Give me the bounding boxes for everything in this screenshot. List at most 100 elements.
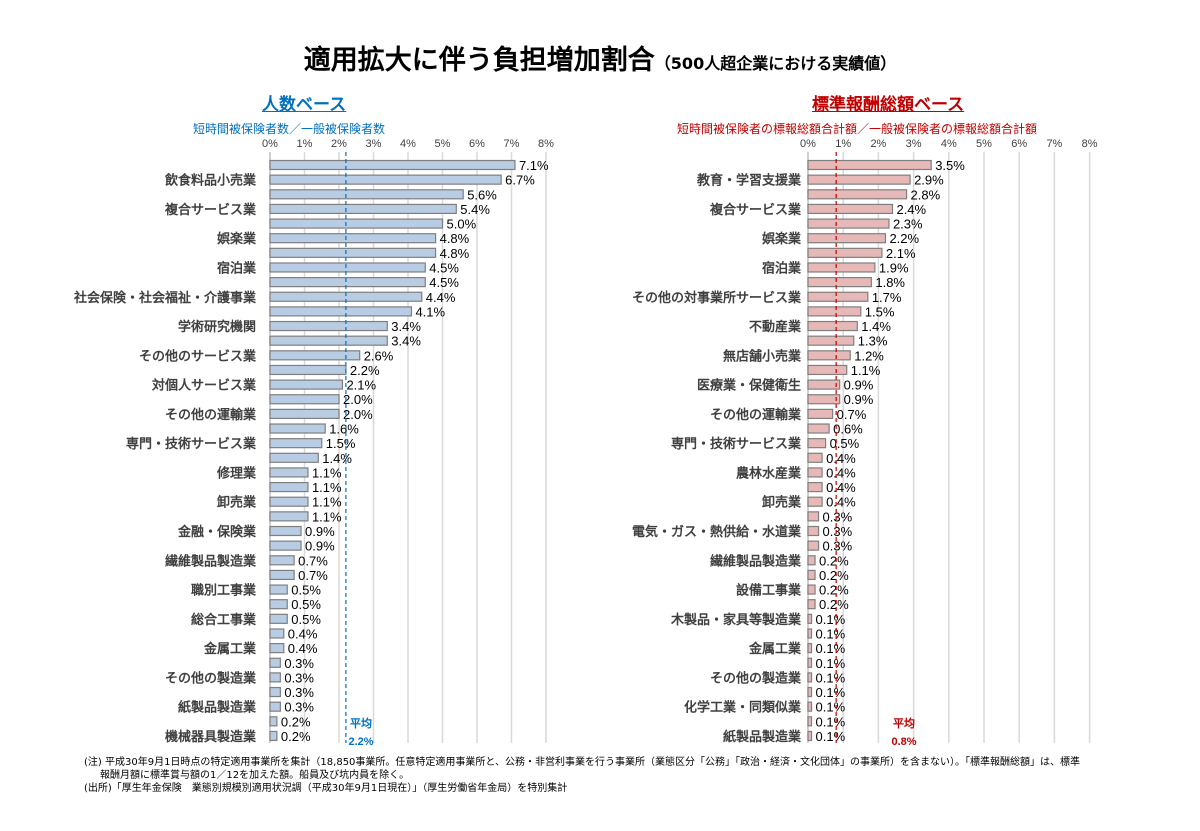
left-category-label: 学術研究機関 [178,319,256,335]
right-data-label: 2.3% [893,217,923,232]
left-data-label: 1.5% [326,436,356,451]
left-bar [269,203,457,215]
chart-title: 適用拡大に伴う負担増加割合（500人超企業における実績値） [303,45,897,76]
right-category-label: 医療業・保健衛生 [697,378,801,394]
left-average-label: 平均 [350,716,372,730]
right-average-value: 0.8% [891,736,916,748]
right-data-label: 0.1% [816,685,846,700]
left-data-label: 1.1% [312,509,342,524]
left-bar [269,159,516,171]
left-bar [269,613,288,624]
right-category-label: 娯楽業 [762,231,802,247]
left-category-label: その他のサービス業 [139,348,257,364]
right-bar [807,174,911,185]
left-category-label: 対個人サービス業 [151,378,257,394]
right-bar [807,452,823,463]
right-tick-label: 3% [906,138,922,150]
left-chart-heading: 人数ベース [262,95,347,115]
right-bar [807,262,876,273]
left-bar [269,189,464,200]
right-category-label: 不動産業 [749,319,802,335]
right-category-label: 無店舗小売業 [723,348,802,364]
right-data-label: 1.5% [865,304,895,319]
left-data-label: 5.0% [447,217,477,232]
right-bar [807,657,813,668]
left-bar [269,481,309,493]
left-bar [269,540,302,551]
left-bar [269,467,309,478]
left-bar [269,584,288,595]
right-data-label: 0.1% [816,714,846,729]
footnote-1: (注) 平成30年9月1日時点の特定適用事業所を集計（18,850事業所。任意特… [84,757,1081,768]
right-data-label: 1.1% [851,363,881,378]
left-category-label: 職別工事業 [191,583,257,599]
left-bar [269,686,281,698]
right-data-label: 0.2% [819,553,849,568]
left-category-label: 繊維製品製造業 [165,553,257,569]
footnotes: (注) 平成30年9月1日時点の特定適用事業所を集計（18,850事業所。任意特… [84,756,1080,795]
right-data-label: 0.4% [826,465,856,480]
right-bar [807,599,816,610]
right-bar [807,496,823,507]
left-data-label: 4.5% [429,275,459,290]
left-bar [269,511,309,522]
left-category-label: 金属工業 [203,641,257,657]
left-data-label: 0.5% [291,583,321,598]
left-data-label: 3.4% [391,334,421,349]
left-data-label: 0.3% [284,670,314,685]
left-category-label: その他の製造業 [165,670,257,686]
right-tick-label: 8% [1082,138,1098,150]
right-data-label: 0.1% [816,656,846,671]
left-data-label: 6.7% [505,173,535,188]
right-bar [807,423,830,434]
left-data-label: 0.5% [291,612,321,627]
right-bar [807,540,820,551]
right-category-label: 農林水産業 [736,465,802,481]
right-bar [807,525,820,537]
right-category-label: 化学工業・同類似業 [684,700,802,716]
right-bar [807,467,823,478]
right-data-label: 0.4% [826,480,856,495]
right-data-label: 0.4% [826,451,856,466]
left-tick-label: 8% [538,138,554,150]
left-bar [269,496,309,507]
right-category-label: 紙製品製造業 [723,729,802,745]
left-bar [269,233,437,244]
left-average-value: 2.2% [348,736,373,748]
left-tick-label: 6% [469,138,485,150]
right-average-label: 平均 [893,716,915,730]
left-data-label: 1.1% [312,480,342,495]
right-bar [807,481,823,493]
right-bar [807,716,813,727]
right-category-label: その他の製造業 [710,670,802,686]
right-category-label: 繊維製品製造業 [710,553,802,569]
right-bar [807,379,841,390]
right-data-label: 0.9% [844,378,874,393]
left-data-label: 0.2% [281,729,311,744]
right-tick-label: 7% [1046,138,1062,150]
right-data-label: 1.3% [858,334,888,349]
left-data-label: 1.1% [312,495,342,510]
right-category-label: 電気・ガス・熱供給・水道業 [632,524,802,540]
left-bar [269,262,426,273]
right-bar [807,643,813,654]
left-data-label: 4.8% [440,231,470,246]
right-data-label: 0.2% [819,583,849,598]
left-bar [269,335,388,346]
right-data-label: 0.1% [816,626,846,641]
left-data-label: 2.0% [343,392,373,407]
right-bar [807,628,813,639]
right-category-label: 金属工業 [748,641,802,657]
right-bar [807,672,813,683]
right-bar [807,291,869,302]
left-data-label: 0.3% [284,685,314,700]
right-data-label: 0.5% [830,436,860,451]
right-bar [807,584,816,595]
right-chart-heading: 標準報酬総額ベース [812,95,965,115]
right-data-label: 3.5% [935,158,965,173]
right-data-label: 2.9% [914,173,944,188]
left-data-label: 2.6% [364,348,394,363]
right-bar [807,203,894,215]
left-data-label: 4.5% [429,260,459,275]
